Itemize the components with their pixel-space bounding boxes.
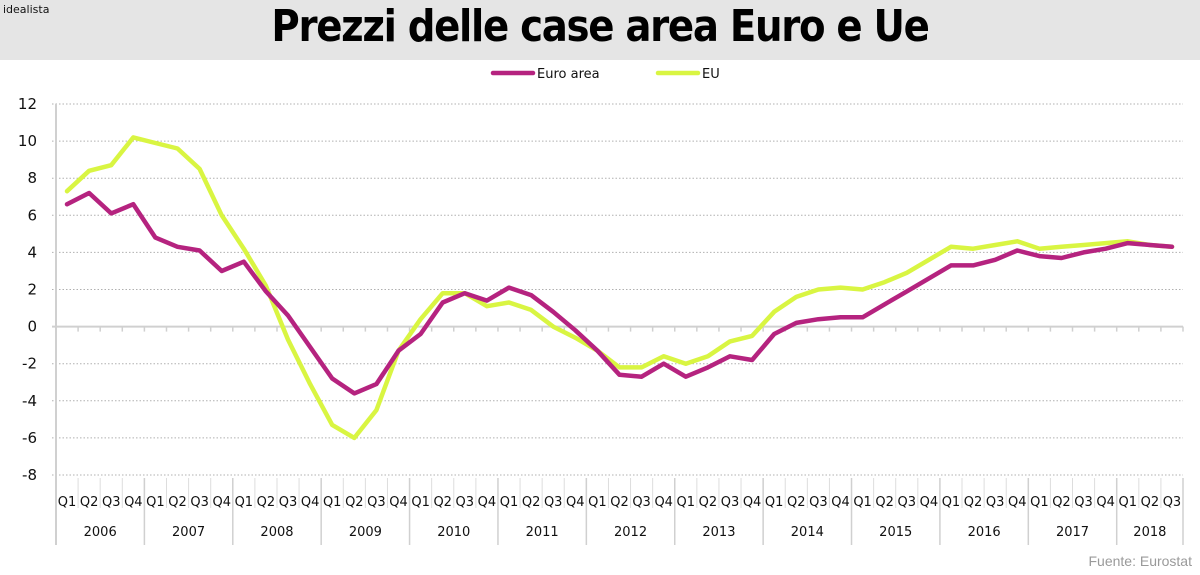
x-quarter-label: Q2: [787, 495, 806, 510]
x-quarter-label: Q2: [257, 495, 276, 510]
y-tick-label: 8: [27, 169, 37, 187]
x-quarter-label: Q1: [765, 495, 784, 510]
x-quarter-label: Q3: [809, 495, 828, 510]
x-quarter-label: Q4: [212, 495, 231, 510]
y-tick-label: -6: [22, 429, 37, 447]
x-quarter-label: Q3: [898, 495, 917, 510]
x-quarter-label: Q4: [124, 495, 143, 510]
y-tick-label: 4: [27, 243, 37, 261]
x-quarter-label: Q1: [411, 495, 430, 510]
legend-label-eu: EU: [702, 67, 720, 82]
x-quarter-label: Q4: [920, 495, 939, 510]
series-line-eu: [64, 135, 1175, 441]
x-quarter-label: Q3: [721, 495, 740, 510]
x-quarter-label: Q3: [986, 495, 1005, 510]
x-quarter-label: Q2: [522, 495, 541, 510]
header-bar: idealista Prezzi delle case area Euro e …: [0, 0, 1200, 60]
x-quarter-label: Q2: [699, 495, 718, 510]
x-quarter-label: Q3: [190, 495, 209, 510]
chart-title: Prezzi delle case area Euro e Ue: [271, 1, 930, 52]
x-quarter-label: Q4: [654, 495, 673, 510]
x-year-label: 2017: [1056, 525, 1089, 540]
y-tick-label: 2: [27, 281, 37, 299]
x-quarter-label: Q2: [168, 495, 187, 510]
x-year-label: 2016: [968, 525, 1001, 540]
x-year-label: 2008: [260, 525, 293, 540]
x-quarter-label: Q2: [964, 495, 983, 510]
x-quarter-label: Q1: [58, 495, 77, 510]
x-year-label: 2018: [1133, 525, 1166, 540]
x-year-label: 2014: [791, 525, 824, 540]
x-quarter-label: Q2: [345, 495, 364, 510]
x-quarter-label: Q3: [279, 495, 298, 510]
x-quarter-label: Q3: [102, 495, 121, 510]
series-lines: [64, 135, 1175, 441]
x-quarter-label: Q1: [942, 495, 961, 510]
y-tick-label: -8: [22, 466, 37, 484]
x-quarter-label: Q4: [566, 495, 585, 510]
x-quarter-label: Q4: [1096, 495, 1115, 510]
x-year-label: 2012: [614, 525, 647, 540]
x-quarter-label: Q3: [632, 495, 651, 510]
gridlines: [52, 103, 1183, 476]
x-quarter-label: Q1: [588, 495, 607, 510]
x-quarter-label: Q2: [1052, 495, 1071, 510]
y-tick-label: 12: [18, 95, 37, 113]
x-quarter-label: Q3: [367, 495, 386, 510]
source-note: Fuente: Eurostat: [1088, 553, 1192, 569]
y-tick-label: 6: [27, 206, 37, 224]
x-quarter-label: Q3: [456, 495, 475, 510]
x-quarter-label: Q2: [610, 495, 629, 510]
x-year-label: 2013: [702, 525, 735, 540]
series-line-euro-area: [64, 190, 1175, 396]
x-quarter-label: Q1: [1030, 495, 1049, 510]
y-axis: 12 10 8 6 4 2 0 -2 -4 -6 -8: [18, 95, 1183, 545]
y-tick-label: -4: [22, 392, 37, 410]
x-quarter-label: Q2: [1141, 495, 1160, 510]
x-quarter-label: Q4: [478, 495, 497, 510]
x-quarter-label: Q4: [301, 495, 320, 510]
x-year-label: 2011: [526, 525, 559, 540]
x-quarter-label: Q3: [1163, 495, 1182, 510]
x-quarter-label: Q1: [235, 495, 254, 510]
x-quarter-label: Q4: [831, 495, 850, 510]
legend: Euro area EU: [490, 67, 720, 82]
y-tick-label: 0: [27, 318, 37, 336]
x-quarter-label: Q3: [1074, 495, 1093, 510]
x-quarter-label: Q4: [1008, 495, 1027, 510]
legend-label-euro-area: Euro area: [537, 67, 600, 82]
x-year-label: 2006: [84, 525, 117, 540]
x-quarter-label: Q2: [80, 495, 99, 510]
x-quarter-label: Q4: [743, 495, 762, 510]
x-quarter-label: Q1: [146, 495, 165, 510]
brand-logo: idealista: [3, 3, 50, 16]
x-quarter-label: Q2: [433, 495, 452, 510]
x-quarter-label: Q1: [500, 495, 519, 510]
x-quarter-label: Q2: [875, 495, 894, 510]
x-quarter-label: Q1: [853, 495, 872, 510]
y-tick-label: 10: [18, 132, 37, 150]
x-quarter-label: Q4: [389, 495, 408, 510]
x-year-label: 2009: [349, 525, 382, 540]
x-quarter-label: Q1: [677, 495, 696, 510]
x-quarter-label: Q1: [1118, 495, 1137, 510]
x-year-label: 2007: [172, 525, 205, 540]
x-quarter-label: Q3: [544, 495, 563, 510]
x-quarter-label: Q1: [323, 495, 342, 510]
x-year-label: 2010: [437, 525, 470, 540]
y-tick-label: -2: [22, 355, 37, 373]
x-year-label: 2015: [879, 525, 912, 540]
